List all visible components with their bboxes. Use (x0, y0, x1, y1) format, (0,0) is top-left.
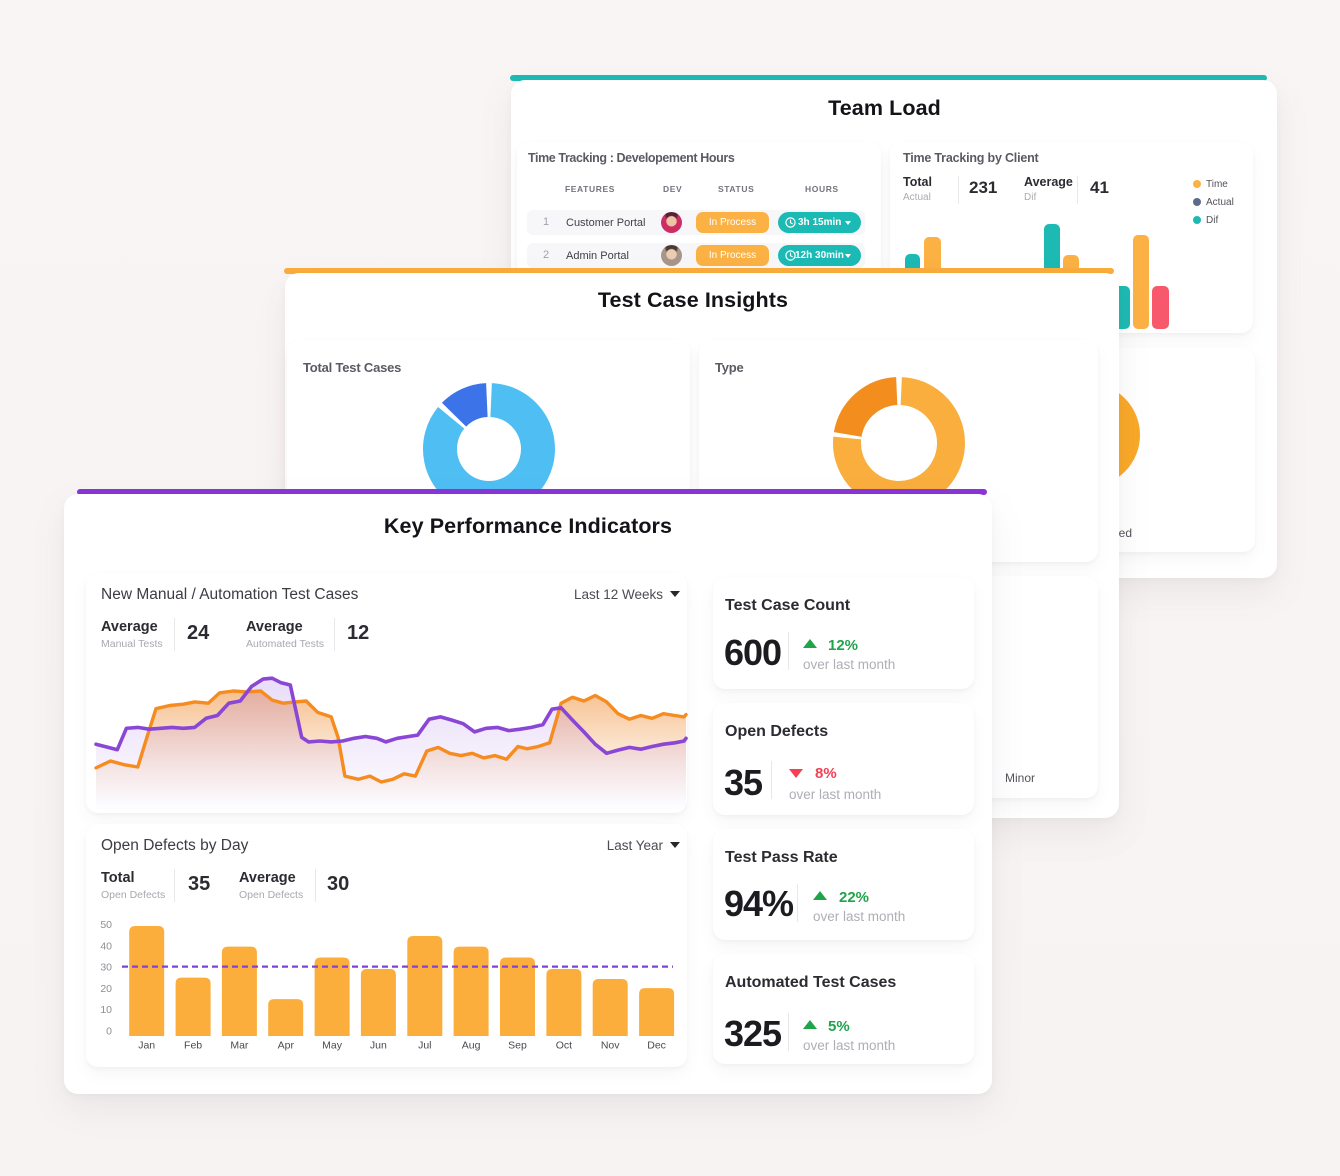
svg-text:0: 0 (106, 1026, 112, 1038)
svg-text:Jul: Jul (418, 1040, 431, 1052)
svg-text:May: May (322, 1040, 343, 1052)
svg-text:Feb: Feb (184, 1040, 202, 1052)
svg-text:Sep: Sep (508, 1040, 527, 1052)
svg-text:20: 20 (100, 983, 112, 995)
svg-text:Dec: Dec (647, 1040, 666, 1052)
svg-text:Aug: Aug (462, 1040, 481, 1052)
svg-text:Jan: Jan (138, 1040, 155, 1052)
svg-text:Oct: Oct (556, 1040, 572, 1052)
svg-text:10: 10 (100, 1004, 112, 1016)
svg-text:Jun: Jun (370, 1040, 387, 1052)
svg-text:Apr: Apr (278, 1040, 295, 1052)
svg-text:Mar: Mar (230, 1040, 249, 1052)
svg-text:50: 50 (100, 919, 112, 931)
svg-text:Nov: Nov (601, 1040, 620, 1052)
svg-text:30: 30 (100, 962, 112, 974)
svg-text:40: 40 (100, 941, 112, 953)
